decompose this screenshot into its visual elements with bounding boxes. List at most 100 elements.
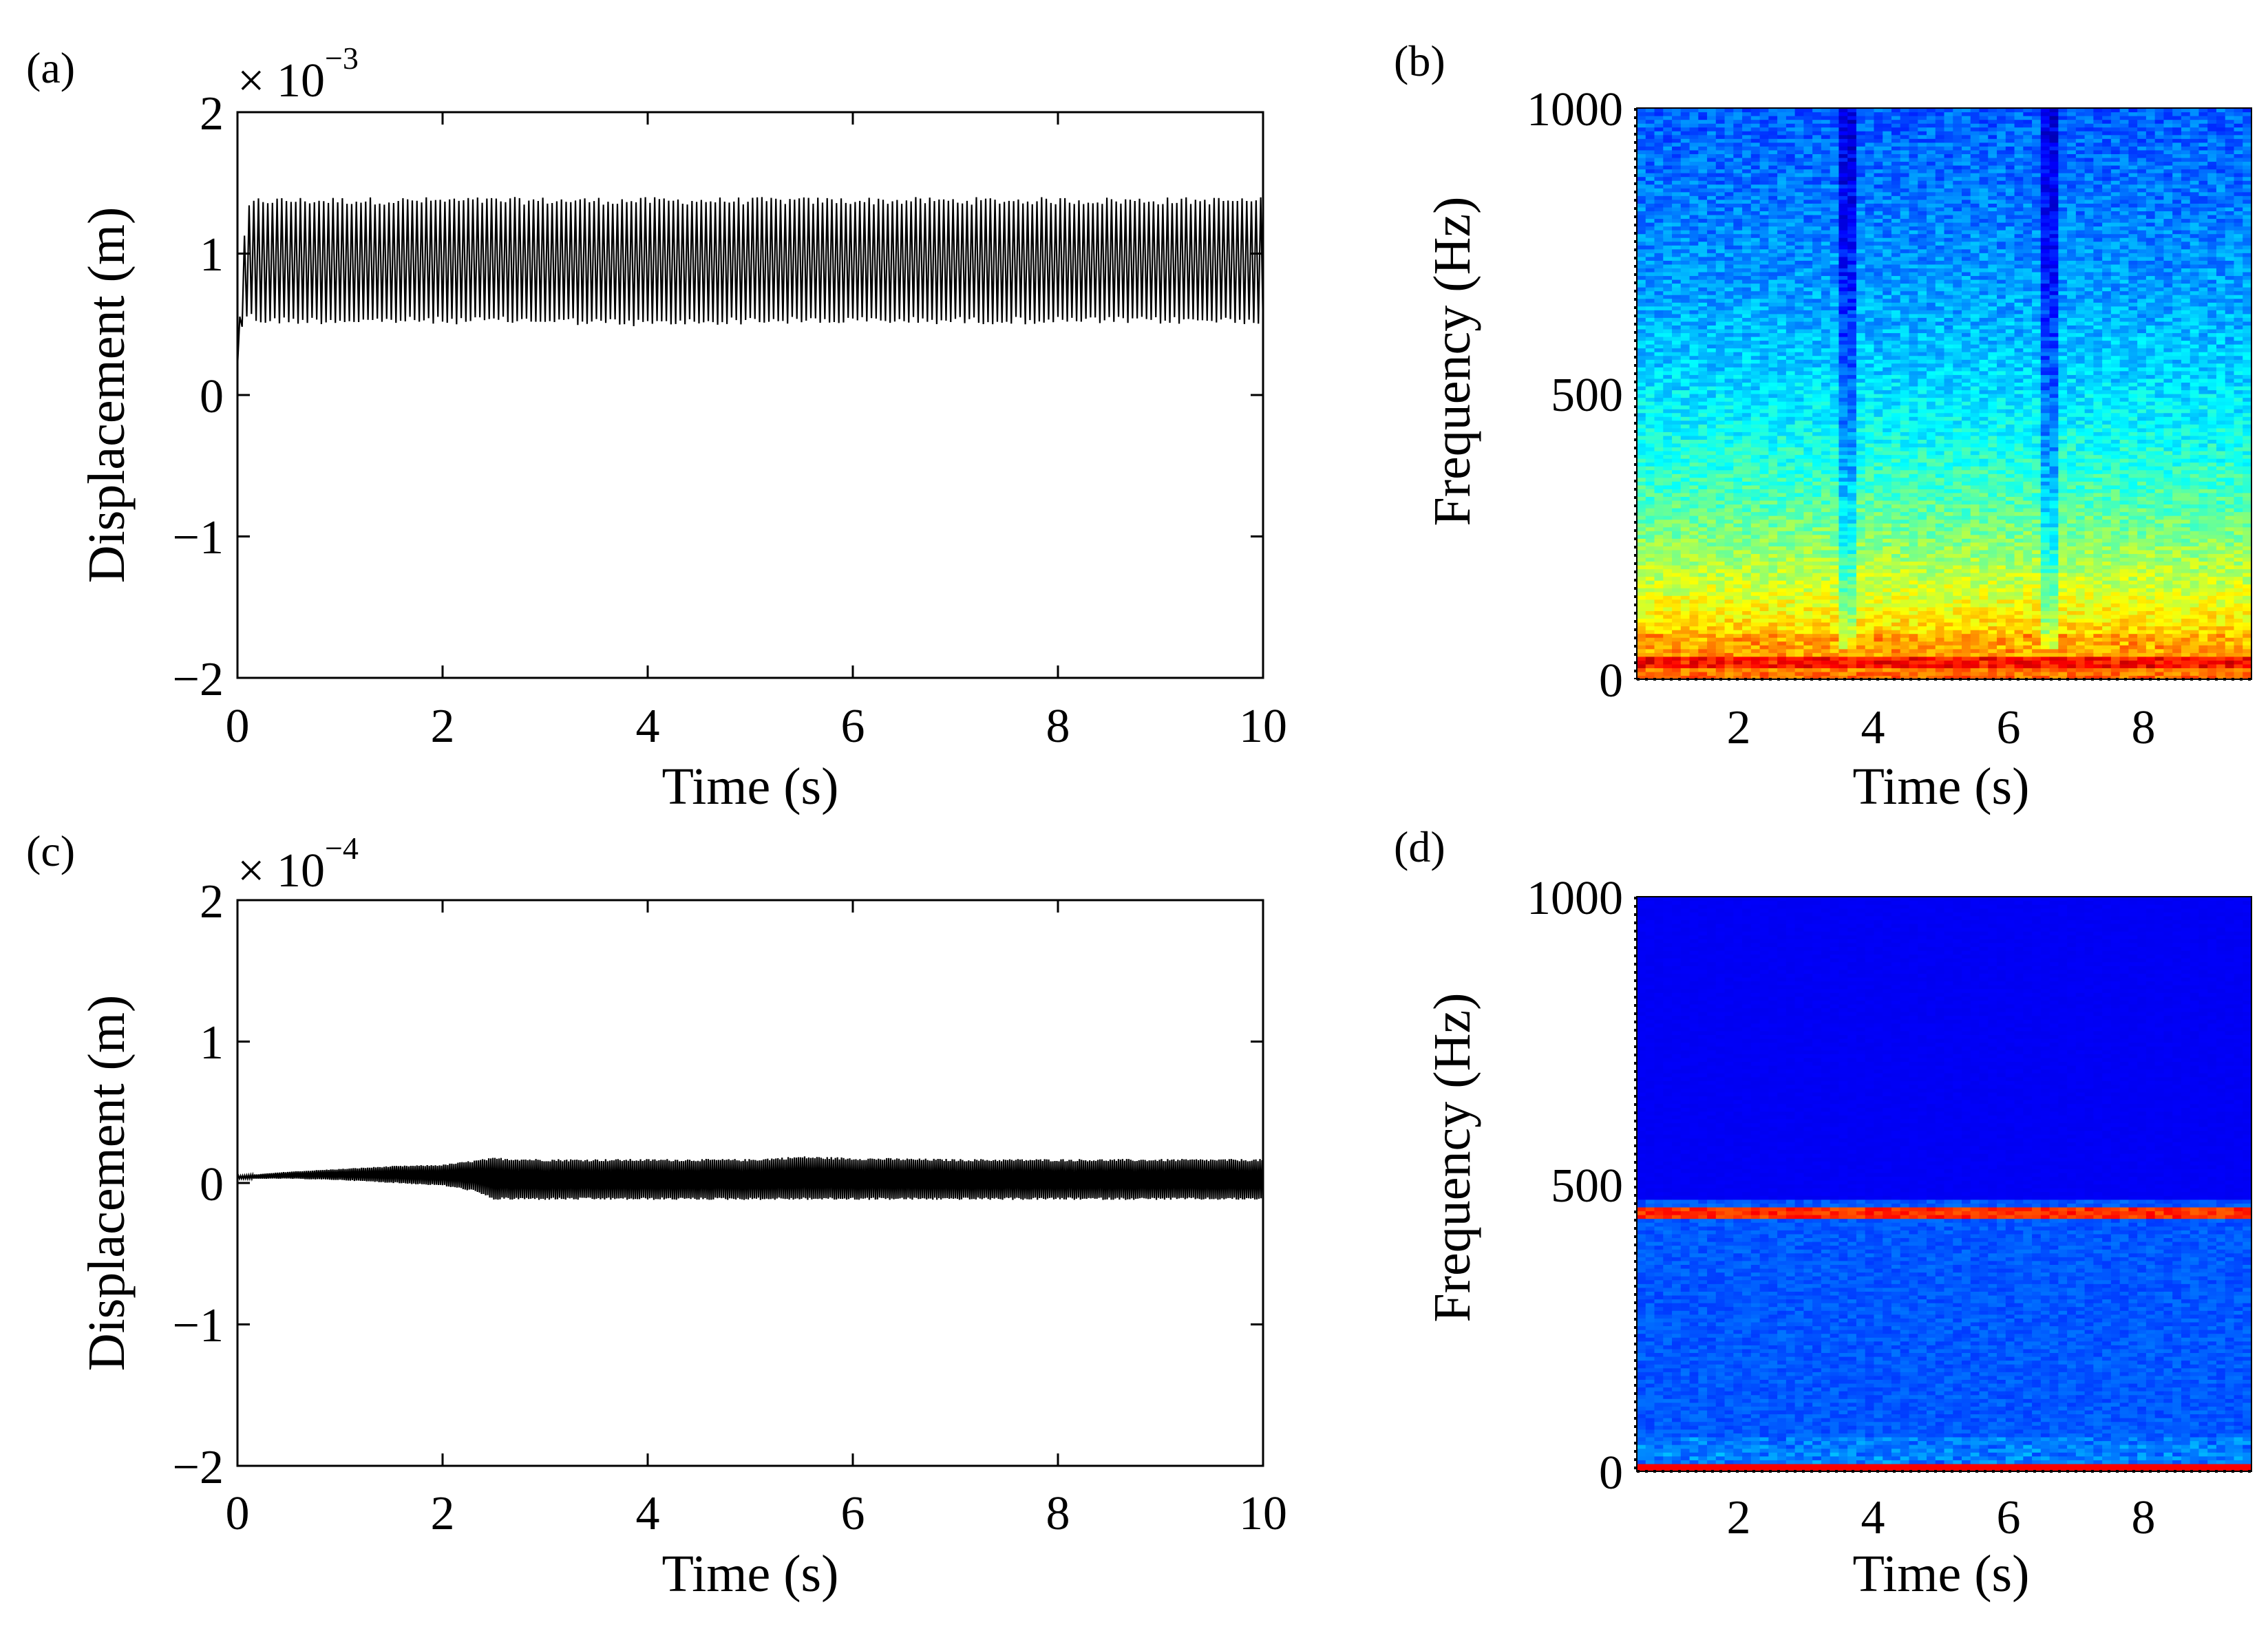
spectrogram-cell bbox=[1715, 466, 1726, 471]
spectrogram-cell bbox=[1698, 641, 1708, 646]
spectrogram-cell bbox=[1838, 526, 1848, 531]
spectrogram-cell bbox=[1654, 671, 1664, 676]
spectrogram-cell bbox=[1768, 123, 1778, 128]
spectrogram-cell bbox=[1847, 637, 1857, 642]
spectrogram-cell bbox=[1821, 131, 1831, 136]
spectrogram-cell bbox=[1724, 648, 1734, 653]
spectrogram-cell bbox=[1874, 591, 1883, 596]
spectrogram-cell bbox=[1689, 173, 1699, 178]
spectrogram-cell bbox=[1680, 385, 1691, 391]
spectrogram-cell bbox=[1918, 317, 1927, 322]
spectrogram-cell bbox=[1637, 412, 1646, 417]
spectrogram-cell bbox=[1856, 511, 1866, 516]
spectrogram-cell bbox=[1733, 568, 1743, 573]
spectrogram-cell bbox=[1883, 500, 1892, 505]
spectrogram-cell bbox=[1680, 313, 1691, 318]
spectrogram-cell bbox=[1689, 576, 1699, 581]
spectrogram-cell bbox=[1742, 435, 1752, 440]
spectrogram-cell bbox=[1663, 302, 1673, 307]
spectrogram-cell bbox=[1645, 394, 1655, 398]
spectrogram-cell bbox=[1794, 382, 1804, 387]
spectrogram-cell bbox=[1794, 553, 1804, 558]
spectrogram-cell bbox=[1645, 610, 1655, 615]
spectrogram-cell bbox=[1733, 591, 1743, 596]
spectrogram-cell bbox=[1874, 241, 1883, 246]
spectrogram-cell bbox=[1812, 352, 1822, 356]
spectrogram-cell bbox=[1724, 671, 1734, 676]
spectrogram-cell bbox=[1777, 298, 1787, 303]
spectrogram-cell bbox=[1777, 161, 1787, 166]
spectrogram-cell bbox=[1663, 531, 1673, 535]
spectrogram-cell bbox=[1689, 214, 1699, 220]
spectrogram-cell bbox=[1785, 359, 1796, 364]
spectrogram-cell bbox=[1715, 199, 1726, 204]
spectrogram-cell bbox=[1812, 313, 1822, 318]
spectrogram-cell bbox=[1715, 188, 1726, 193]
spectrogram-cell bbox=[1680, 481, 1691, 486]
spectrogram-cell bbox=[1724, 241, 1734, 246]
spectrogram-cell bbox=[1838, 523, 1848, 528]
spectrogram-cell bbox=[1803, 260, 1813, 265]
spectrogram-cell bbox=[1777, 290, 1787, 295]
spectrogram-cell bbox=[1777, 671, 1787, 676]
spectrogram-cell bbox=[1812, 287, 1822, 292]
spectrogram-cell bbox=[1698, 317, 1708, 322]
spectrogram-cell bbox=[1847, 310, 1857, 315]
spectrogram-cell bbox=[1918, 359, 1927, 364]
spectrogram-cell bbox=[1707, 546, 1717, 551]
spectrogram-cell bbox=[1707, 469, 1717, 474]
spectrogram-cell bbox=[1654, 108, 1664, 113]
spectrogram-cell bbox=[1698, 206, 1708, 211]
spectrogram-cell bbox=[1715, 233, 1726, 238]
spectrogram-cell bbox=[1812, 663, 1822, 668]
spectrogram-cell bbox=[1750, 435, 1761, 440]
spectrogram-cell bbox=[1794, 645, 1804, 650]
spectrogram-cell bbox=[1768, 648, 1778, 653]
spectrogram-cell bbox=[1733, 359, 1743, 364]
spectrogram-cell bbox=[1715, 256, 1726, 261]
spectrogram-cell bbox=[1698, 253, 1708, 257]
spectrogram-cell bbox=[1794, 606, 1804, 611]
spectrogram-cell bbox=[1856, 149, 1866, 154]
spectrogram-cell bbox=[1768, 523, 1778, 528]
spectrogram-cell bbox=[1750, 173, 1761, 178]
spectrogram-cell bbox=[1724, 447, 1734, 451]
spectrogram-cell bbox=[1821, 256, 1831, 261]
spectrogram-cell bbox=[1672, 165, 1682, 170]
spectrogram-cell bbox=[1654, 660, 1664, 665]
spectrogram-cell bbox=[1654, 526, 1664, 531]
spectrogram-cell bbox=[1874, 165, 1883, 170]
spectrogram-cell bbox=[1785, 439, 1796, 444]
spectrogram-cell bbox=[1865, 565, 1875, 570]
spectrogram-cell bbox=[1883, 214, 1892, 220]
spectrogram-cell bbox=[1865, 489, 1875, 493]
spectrogram-cell bbox=[1838, 630, 1848, 635]
spectrogram-cell bbox=[1672, 451, 1682, 456]
spectrogram-cell bbox=[1654, 504, 1664, 509]
spectrogram-cell bbox=[1794, 492, 1804, 497]
spectrogram-cell bbox=[1900, 153, 1910, 158]
spectrogram-cell bbox=[1672, 230, 1682, 235]
spectrogram-cell bbox=[1663, 108, 1673, 113]
spectrogram-cell bbox=[1865, 568, 1875, 573]
spectrogram-cell bbox=[1883, 237, 1892, 242]
spectrogram-cell bbox=[1838, 279, 1848, 284]
spectrogram-cell bbox=[1645, 591, 1655, 596]
spectrogram-cell bbox=[1707, 253, 1717, 257]
spectrogram-cell bbox=[1724, 394, 1734, 398]
spectrogram-cell bbox=[1900, 390, 1910, 394]
spectrogram-cell bbox=[1874, 420, 1883, 425]
spectrogram-cell bbox=[1742, 119, 1752, 124]
spectrogram-cell bbox=[1883, 663, 1892, 668]
spectrogram-cell bbox=[1900, 652, 1910, 657]
spectrogram-cell bbox=[1768, 131, 1778, 136]
spectrogram-cell bbox=[1707, 138, 1717, 143]
spectrogram-cell bbox=[1918, 230, 1927, 235]
spectrogram-cell bbox=[1689, 211, 1699, 215]
spectrogram-cell bbox=[1874, 325, 1883, 330]
spectrogram-cell bbox=[1883, 477, 1892, 482]
spectrogram-cell bbox=[1733, 538, 1743, 543]
spectrogram-cell bbox=[1856, 352, 1866, 356]
spectrogram-cell bbox=[1900, 401, 1910, 406]
